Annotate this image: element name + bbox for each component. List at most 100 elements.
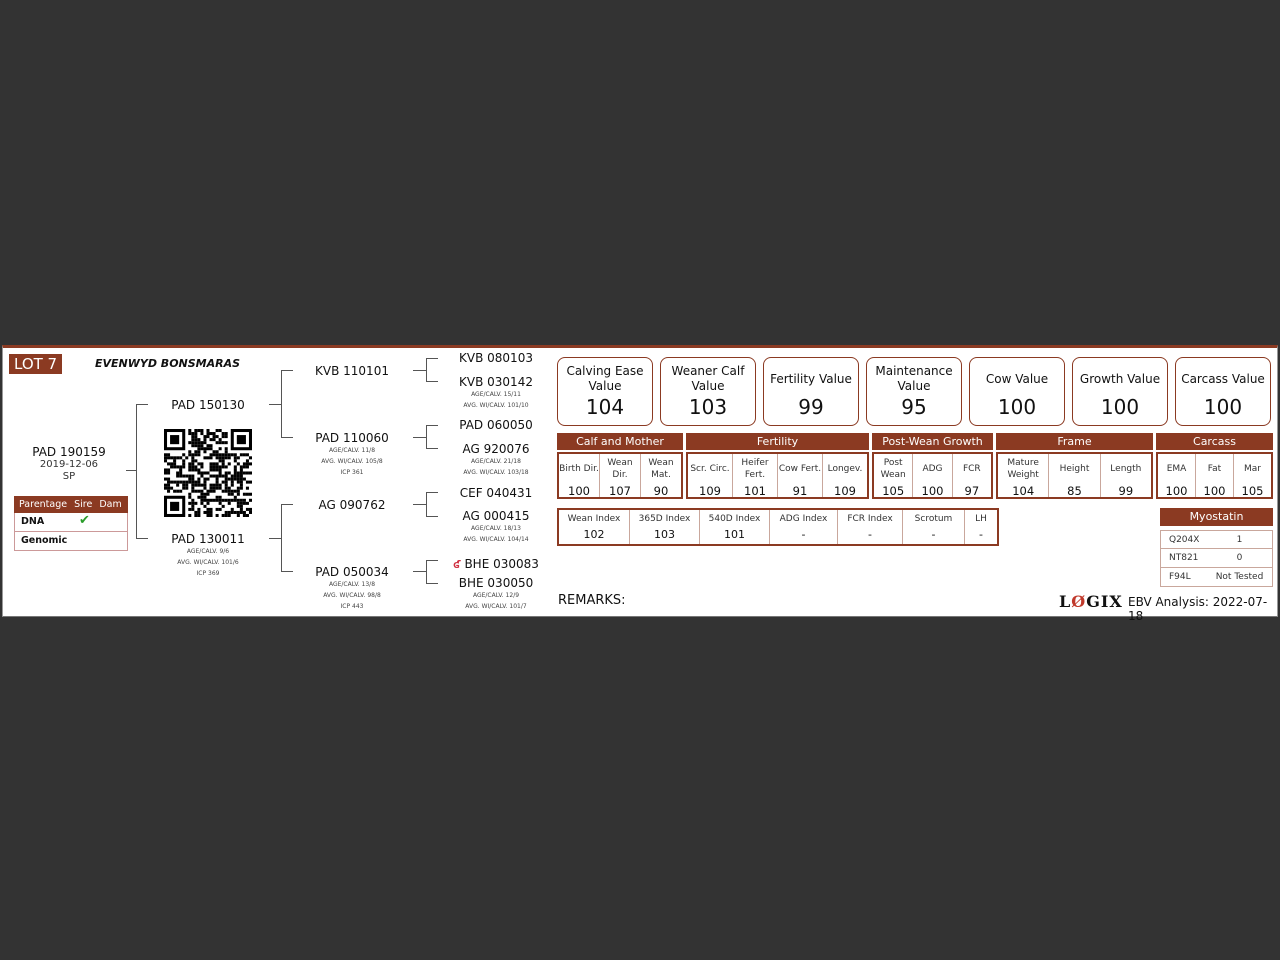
trait-value: 100 [1203, 484, 1226, 498]
trait-value: 99 [1118, 484, 1134, 498]
dds-node: ʛ BHE 030083 [453, 553, 539, 572]
index-label: Scrotum [914, 514, 953, 524]
value-label: Carcass Value [1181, 371, 1265, 386]
sss-id: KVB 080103 [459, 351, 533, 365]
index-label: LH [975, 514, 987, 524]
trait-cell: FCR 97 [953, 454, 991, 498]
genomic-row: Genomic [14, 532, 128, 551]
marker-value: Not Tested [1215, 572, 1264, 582]
trait-label: Birth Dir. [559, 464, 599, 474]
sire-node: PAD 150130 [171, 398, 245, 412]
index-value: - [931, 528, 936, 541]
trait-label: Wean Mat. [648, 458, 674, 480]
trait-label: Mature Weight [1007, 458, 1039, 480]
trait-row: Mature Weight 104 Height 85 Length 99 [996, 452, 1153, 499]
marker: Q204X [1169, 534, 1200, 545]
dd-node: PAD 050034 AGE/CALV. 13/8 AVG. WI/CALV. … [315, 565, 389, 612]
value-number: 104 [585, 395, 625, 419]
trait-label: Cow Fert. [778, 464, 822, 474]
index-value: 103 [654, 528, 675, 541]
dss-node: CEF 040431 [460, 486, 533, 500]
group-header: Calf and Mother [557, 433, 683, 450]
group-header: Post-Wean Growth [872, 433, 993, 450]
trait-label: FCR [962, 464, 981, 474]
row-label: Genomic [21, 535, 68, 546]
parentage-table: Parentage Sire Dam DNA ✔ Genomic [14, 496, 128, 551]
index-label: FCR Index [847, 514, 893, 524]
myostatin-header: Myostatin [1160, 508, 1273, 526]
myostatin-row: NT821 0 [1160, 549, 1273, 568]
sdd-node: AG 920076 AGE/CALV. 21/18 AVG. WI/CALV. 10… [463, 442, 530, 478]
value-box: Fertility Value 99 [763, 357, 859, 426]
avg-wi: AVG. WI/CALV. 101/7 [465, 603, 527, 610]
trait-label: Wean Dir. [607, 458, 633, 480]
trait-cell: Mar 105 [1234, 454, 1271, 498]
index-cell: LH - [965, 510, 997, 544]
breeder-name: EVENWYD BONSMARAS [95, 357, 241, 370]
value-box: Maintenance Value 95 [866, 357, 962, 426]
age-calv: AGE/CALV. 18/13 [471, 525, 521, 532]
trait-cell: Longev. 109 [823, 454, 867, 498]
parentage-header: Parentage [19, 499, 68, 510]
trait-value: 109 [834, 484, 856, 498]
trait-value: 107 [609, 484, 631, 498]
index-value: - [868, 528, 872, 541]
dss-id: CEF 040431 [459, 486, 533, 500]
trait-cell: Post Wean 105 [874, 454, 914, 498]
age-calv: AGE/CALV. 21/18 [471, 458, 521, 465]
trait-value: 100 [568, 484, 590, 498]
remarks-label: REMARKS: [558, 593, 626, 608]
age-calv: AGE/CALV. 15/11 [471, 391, 521, 398]
qr-code[interactable] [164, 429, 252, 517]
trait-label: Height [1059, 464, 1090, 474]
myostatin-table: Myostatin Q204X 1 NT821 0 F94L Not Tested [1160, 508, 1273, 587]
sss-node: KVB 080103 [459, 351, 533, 365]
lot-card: LOT 7 EVENWYD BONSMARAS PAD 190159 2019-… [2, 345, 1278, 623]
value-label: Weaner Calf Value [671, 364, 745, 393]
ss-node: KVB 110101 [315, 364, 389, 378]
value-label: Maintenance Value [875, 364, 953, 393]
trait-value: 85 [1067, 484, 1082, 498]
index-label: ADG Index [779, 514, 828, 524]
dam-id: PAD 130011 [171, 532, 245, 546]
trait-value: 100 [1165, 484, 1188, 498]
trait-cell: ADG 100 [913, 454, 953, 498]
value-box: Carcass Value 100 [1175, 357, 1271, 426]
index-value: 101 [724, 528, 745, 541]
value-label: Growth Value [1079, 371, 1161, 386]
dam-node: PAD 130011 AGE/CALV. 9/6 AVG. WI/CALV. 1… [171, 532, 245, 579]
marker-value: 1 [1236, 534, 1243, 545]
ds-node: AG 090762 [319, 498, 386, 512]
sds-node: PAD 060050 [459, 418, 533, 432]
trait-value: 105 [882, 484, 905, 498]
trait-label: EMA [1166, 464, 1187, 474]
sd-id: PAD 110060 [315, 431, 389, 445]
animal-type: SP [62, 471, 76, 482]
trait-value: 105 [1241, 484, 1264, 498]
logix-logo: LØGIX [1059, 592, 1123, 611]
trait-value: 109 [699, 484, 721, 498]
trait-label: Mar [1244, 464, 1261, 474]
trait-row: Birth Dir. 100 Wean Dir. 107 Wean Mat. 90 [557, 452, 683, 499]
trait-value: 100 [921, 484, 944, 498]
icp: ICP 443 [340, 603, 364, 610]
trait-cell: Cow Fert. 91 [778, 454, 823, 498]
marker: NT821 [1169, 553, 1199, 563]
trait-cell: EMA 100 [1158, 454, 1196, 498]
avg-wi: AVG. WI/CALV. 104/14 [463, 536, 529, 543]
age-calv: AGE/CALV. 13/8 [328, 581, 376, 588]
value-number: 100 [1100, 395, 1140, 419]
ebv-analysis-date: EBV Analysis: 2022-07-18 [1128, 595, 1268, 623]
icp: ICP 369 [196, 570, 220, 577]
avg-wi: AVG. WI/CALV. 98/8 [323, 592, 381, 599]
ds-id: AG 090762 [318, 498, 386, 512]
trait-cell: Height 85 [1049, 454, 1101, 498]
age-calv: AGE/CALV. 9/6 [186, 548, 230, 555]
sdd-id: AG 920076 [462, 442, 530, 456]
trait-value: 97 [964, 484, 980, 498]
trait-row: Scr. Circ. 109 Heifer Fert. 101 Cow Fert. 91 L… [686, 452, 869, 499]
trait-label: Heifer Fert. [741, 458, 769, 480]
myostatin-row: F94L Not Tested [1160, 568, 1273, 587]
ss-id: KVB 110101 [315, 364, 389, 378]
index-value: - [801, 528, 806, 541]
